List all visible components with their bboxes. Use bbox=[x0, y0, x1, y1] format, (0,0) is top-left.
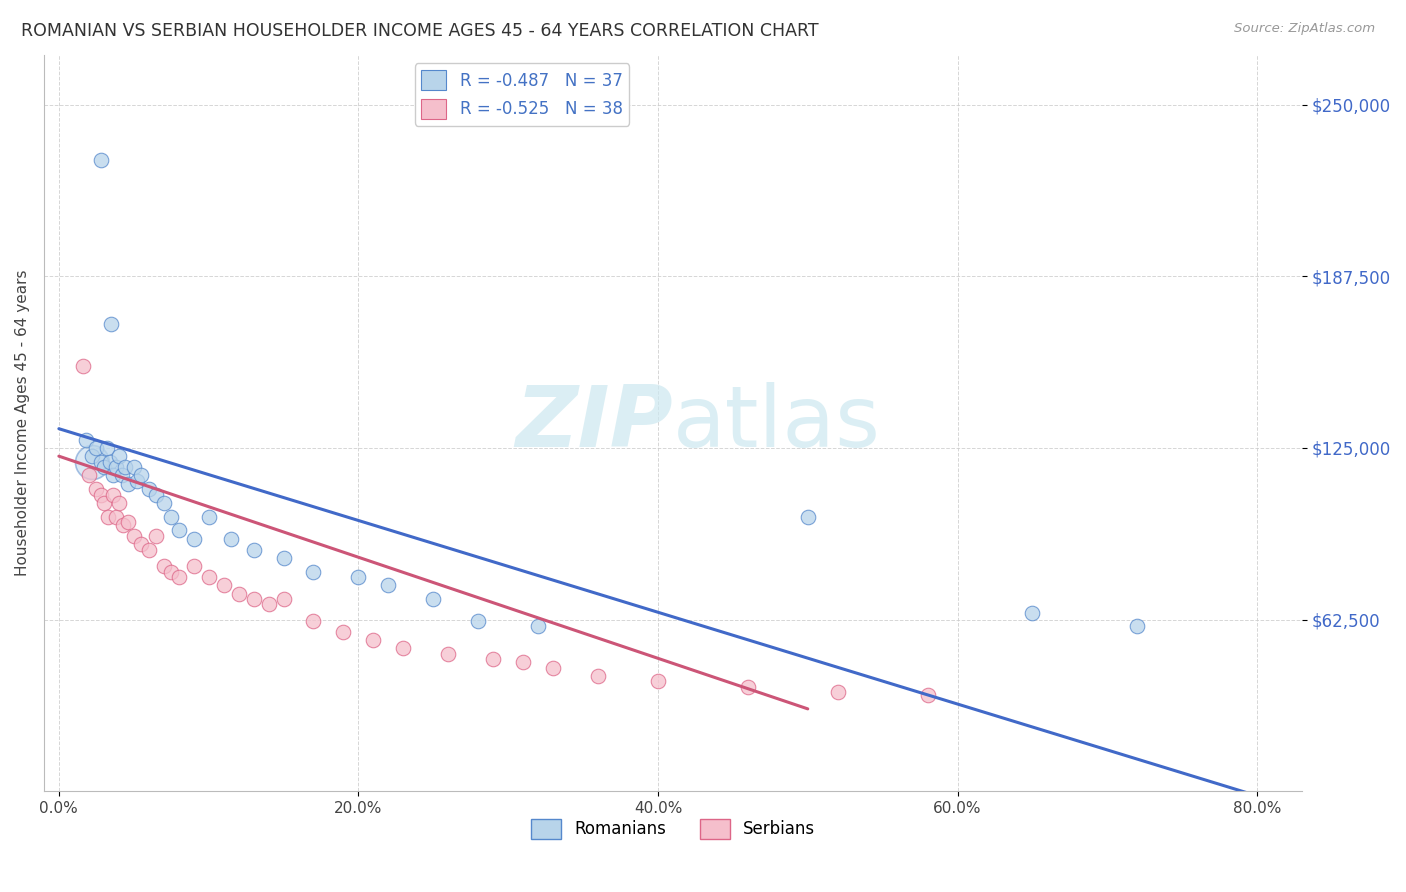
Point bbox=[647, 674, 669, 689]
Point bbox=[797, 509, 820, 524]
Point bbox=[129, 468, 152, 483]
Point bbox=[75, 433, 97, 447]
Point bbox=[90, 455, 112, 469]
Point bbox=[212, 578, 235, 592]
Point bbox=[107, 496, 129, 510]
Point bbox=[100, 318, 122, 332]
Text: ROMANIAN VS SERBIAN HOUSEHOLDER INCOME AGES 45 - 64 YEARS CORRELATION CHART: ROMANIAN VS SERBIAN HOUSEHOLDER INCOME A… bbox=[21, 22, 818, 40]
Point bbox=[160, 509, 183, 524]
Point bbox=[242, 592, 264, 607]
Point bbox=[80, 449, 103, 463]
Point bbox=[96, 441, 118, 455]
Point bbox=[541, 661, 564, 675]
Y-axis label: Householder Income Ages 45 - 64 years: Householder Income Ages 45 - 64 years bbox=[15, 270, 30, 576]
Point bbox=[482, 652, 505, 666]
Point bbox=[93, 460, 115, 475]
Point bbox=[197, 509, 219, 524]
Point bbox=[152, 496, 174, 510]
Legend: Romanians, Serbians: Romanians, Serbians bbox=[524, 812, 821, 846]
Point bbox=[104, 460, 127, 475]
Point bbox=[219, 532, 242, 546]
Point bbox=[80, 455, 103, 469]
Point bbox=[138, 482, 160, 496]
Point bbox=[98, 455, 121, 469]
Point bbox=[145, 529, 167, 543]
Point bbox=[347, 570, 370, 584]
Text: atlas: atlas bbox=[673, 382, 882, 465]
Point bbox=[160, 565, 183, 579]
Point bbox=[183, 532, 205, 546]
Point bbox=[1021, 606, 1043, 620]
Point bbox=[183, 559, 205, 574]
Point bbox=[302, 565, 325, 579]
Point bbox=[167, 524, 190, 538]
Point bbox=[332, 624, 354, 639]
Point bbox=[1126, 619, 1149, 633]
Point bbox=[273, 550, 295, 565]
Point bbox=[122, 460, 145, 475]
Point bbox=[273, 592, 295, 607]
Point bbox=[101, 488, 124, 502]
Point bbox=[377, 578, 399, 592]
Point bbox=[129, 537, 152, 551]
Point bbox=[86, 482, 108, 496]
Point bbox=[111, 468, 134, 483]
Point bbox=[86, 441, 108, 455]
Point bbox=[737, 680, 759, 694]
Point bbox=[114, 460, 136, 475]
Point bbox=[101, 468, 124, 483]
Point bbox=[167, 570, 190, 584]
Point bbox=[512, 655, 534, 669]
Point bbox=[77, 468, 100, 483]
Point bbox=[125, 474, 148, 488]
Point bbox=[107, 449, 129, 463]
Point bbox=[104, 509, 127, 524]
Point bbox=[257, 598, 280, 612]
Point bbox=[363, 633, 385, 648]
Point bbox=[72, 359, 94, 373]
Text: Source: ZipAtlas.com: Source: ZipAtlas.com bbox=[1234, 22, 1375, 36]
Point bbox=[97, 509, 120, 524]
Point bbox=[117, 515, 139, 529]
Point bbox=[242, 542, 264, 557]
Text: ZIP: ZIP bbox=[516, 382, 673, 465]
Point bbox=[467, 614, 489, 628]
Point bbox=[527, 619, 550, 633]
Point bbox=[90, 153, 112, 167]
Point bbox=[93, 496, 115, 510]
Point bbox=[302, 614, 325, 628]
Point bbox=[827, 685, 849, 699]
Point bbox=[422, 592, 444, 607]
Point bbox=[917, 688, 939, 702]
Point bbox=[152, 559, 174, 574]
Point bbox=[145, 488, 167, 502]
Point bbox=[586, 669, 609, 683]
Point bbox=[197, 570, 219, 584]
Point bbox=[138, 542, 160, 557]
Point bbox=[117, 476, 139, 491]
Point bbox=[392, 641, 415, 656]
Point bbox=[228, 586, 250, 600]
Point bbox=[122, 529, 145, 543]
Point bbox=[437, 647, 460, 661]
Point bbox=[112, 517, 135, 532]
Point bbox=[90, 488, 112, 502]
